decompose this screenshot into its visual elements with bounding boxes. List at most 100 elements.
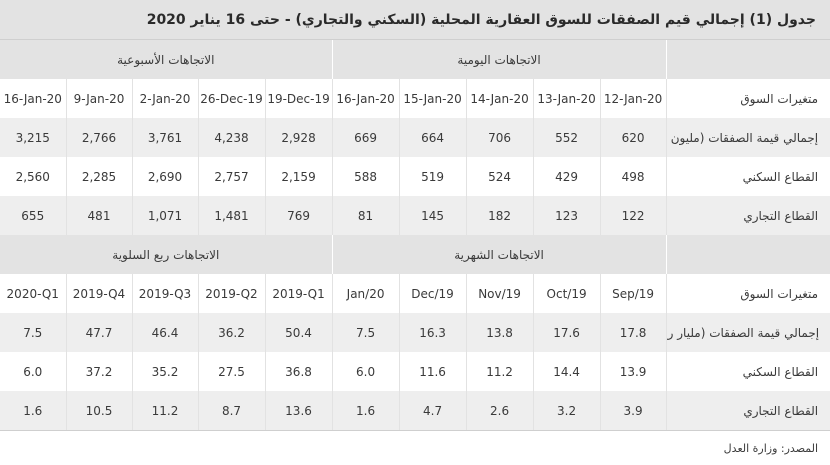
table-cell: 2,285 (66, 157, 133, 196)
section-band-row: الاتجاهات الأسبوعية الاتجاهات اليومية (0, 40, 830, 79)
table-row: 3,215 2,766 3,761 4,238 2,928 669 664 706 552 620… (0, 118, 830, 157)
column-header: 2019-Q2 (198, 274, 266, 313)
table-title: جدول (1) إجمالي قيم الصفقات للسوق العقار… (146, 11, 816, 28)
row-label: القطاع السكني (666, 352, 830, 391)
table-cell: 36.8 (265, 352, 333, 391)
table-cell: 50.4 (265, 313, 333, 352)
table-cell: 1,071 (132, 196, 199, 235)
table-cell: 481 (66, 196, 133, 235)
table-cell: 3,215 (0, 118, 67, 157)
table-cell: 498 (600, 157, 667, 196)
table-cell: 669 (332, 118, 400, 157)
table-cell: 620 (600, 118, 667, 157)
table-cell: 182 (466, 196, 534, 235)
table-row: 655 481 1,071 1,481 769 81 145 182 123 122 القطاع … (0, 196, 830, 235)
column-header: 14-Jan-20 (466, 79, 534, 118)
row-label: القطاع السكني (666, 157, 830, 196)
table-cell: 17.6 (533, 313, 601, 352)
column-header: 12-Jan-20 (600, 79, 667, 118)
column-header: Dec/19 (399, 274, 467, 313)
section-band-row: الاتجاهات ربع السلوية الاتجاهات الشهرية (0, 235, 830, 274)
table-cell: 655 (0, 196, 67, 235)
table-cell: 17.8 (600, 313, 667, 352)
table-cell: 2.6 (466, 391, 534, 430)
table-cell: 81 (332, 196, 400, 235)
table-cell: 27.5 (198, 352, 266, 391)
table-cell: 6.0 (332, 352, 400, 391)
table-cell: 706 (466, 118, 534, 157)
table-cell: 2,757 (198, 157, 266, 196)
table-title-bar: جدول (1) إجمالي قيم الصفقات للسوق العقار… (0, 0, 830, 40)
table-cell: 13.9 (600, 352, 667, 391)
table-cell: 7.5 (332, 313, 400, 352)
table-cell: 769 (265, 196, 333, 235)
band-spacer (665, 235, 830, 274)
table-cell: 46.4 (132, 313, 199, 352)
column-header: 2020-Q1 (0, 274, 67, 313)
table-row: 6.0 37.2 35.2 27.5 36.8 6.0 11.6 11.2 14.4 13.9 ال… (0, 352, 830, 391)
table-cell: 2,766 (66, 118, 133, 157)
column-header: Jan/20 (332, 274, 400, 313)
table-cell: 14.4 (533, 352, 601, 391)
monthly-trends-band: الاتجاهات الشهرية (331, 235, 667, 274)
table-cell: 11.2 (466, 352, 534, 391)
column-header: 26-Dec-19 (198, 79, 266, 118)
footer-divider (0, 430, 830, 431)
table-cell: 11.6 (399, 352, 467, 391)
column-header-row: 16-Jan-20 9-Jan-20 2-Jan-20 26-Dec-19 19-Dec… (0, 79, 830, 118)
column-header: Sep/19 (600, 274, 667, 313)
table-row: 1.6 10.5 11.2 8.7 13.6 1.6 4.7 2.6 3.2 3.9 القطاع … (0, 391, 830, 430)
band-spacer (665, 40, 830, 79)
table-cell: 123 (533, 196, 601, 235)
row-label: القطاع التجاري (666, 196, 830, 235)
table-cell: 11.2 (132, 391, 199, 430)
table-cell: 37.2 (66, 352, 133, 391)
weekly-trends-band: الاتجاهات الأسبوعية (0, 40, 333, 79)
table-cell: 2,159 (265, 157, 333, 196)
column-header: 2019-Q4 (66, 274, 133, 313)
column-header: 16-Jan-20 (0, 79, 67, 118)
column-header: 2019-Q3 (132, 274, 199, 313)
table-cell: 664 (399, 118, 467, 157)
column-header: Nov/19 (466, 274, 534, 313)
daily-trends-band: الاتجاهات اليومية (331, 40, 667, 79)
column-header: 15-Jan-20 (399, 79, 467, 118)
table-cell: 3.9 (600, 391, 667, 430)
table-cell: 524 (466, 157, 534, 196)
table-cell: 1.6 (332, 391, 400, 430)
source-note: المصدر: وزارة العدل (723, 442, 818, 455)
column-header: 9-Jan-20 (66, 79, 133, 118)
table-cell: 2,690 (132, 157, 199, 196)
table-cell: 429 (533, 157, 601, 196)
table-cell: 519 (399, 157, 467, 196)
table-cell: 588 (332, 157, 400, 196)
table-cell: 36.2 (198, 313, 266, 352)
table-cell: 122 (600, 196, 667, 235)
table-cell: 4,238 (198, 118, 266, 157)
table-cell: 7.5 (0, 313, 67, 352)
table-row: 7.5 47.7 46.4 36.2 50.4 7.5 16.3 13.8 17.6 17.8 إج… (0, 313, 830, 352)
table-cell: 145 (399, 196, 467, 235)
column-header: Oct/19 (533, 274, 601, 313)
column-header: 13-Jan-20 (533, 79, 601, 118)
table-cell: 1.6 (0, 391, 67, 430)
table-cell: 47.7 (66, 313, 133, 352)
row-header-label: متغيرات السوق (666, 79, 830, 118)
table-cell: 4.7 (399, 391, 467, 430)
row-label: القطاع التجاري (666, 391, 830, 430)
table-cell: 3.2 (533, 391, 601, 430)
table-cell: 552 (533, 118, 601, 157)
table-cell: 35.2 (132, 352, 199, 391)
quarterly-trends-band: الاتجاهات ربع السلوية (0, 235, 333, 274)
transactions-table: الاتجاهات الأسبوعية الاتجاهات اليومية 16-J… (0, 40, 830, 430)
table-cell: 2,560 (0, 157, 67, 196)
column-header: 19-Dec-19 (265, 79, 333, 118)
table-cell: 3,761 (132, 118, 199, 157)
row-header-label: متغيرات السوق (666, 274, 830, 313)
column-header: 16-Jan-20 (332, 79, 400, 118)
table-cell: 10.5 (66, 391, 133, 430)
table-cell: 2,928 (265, 118, 333, 157)
